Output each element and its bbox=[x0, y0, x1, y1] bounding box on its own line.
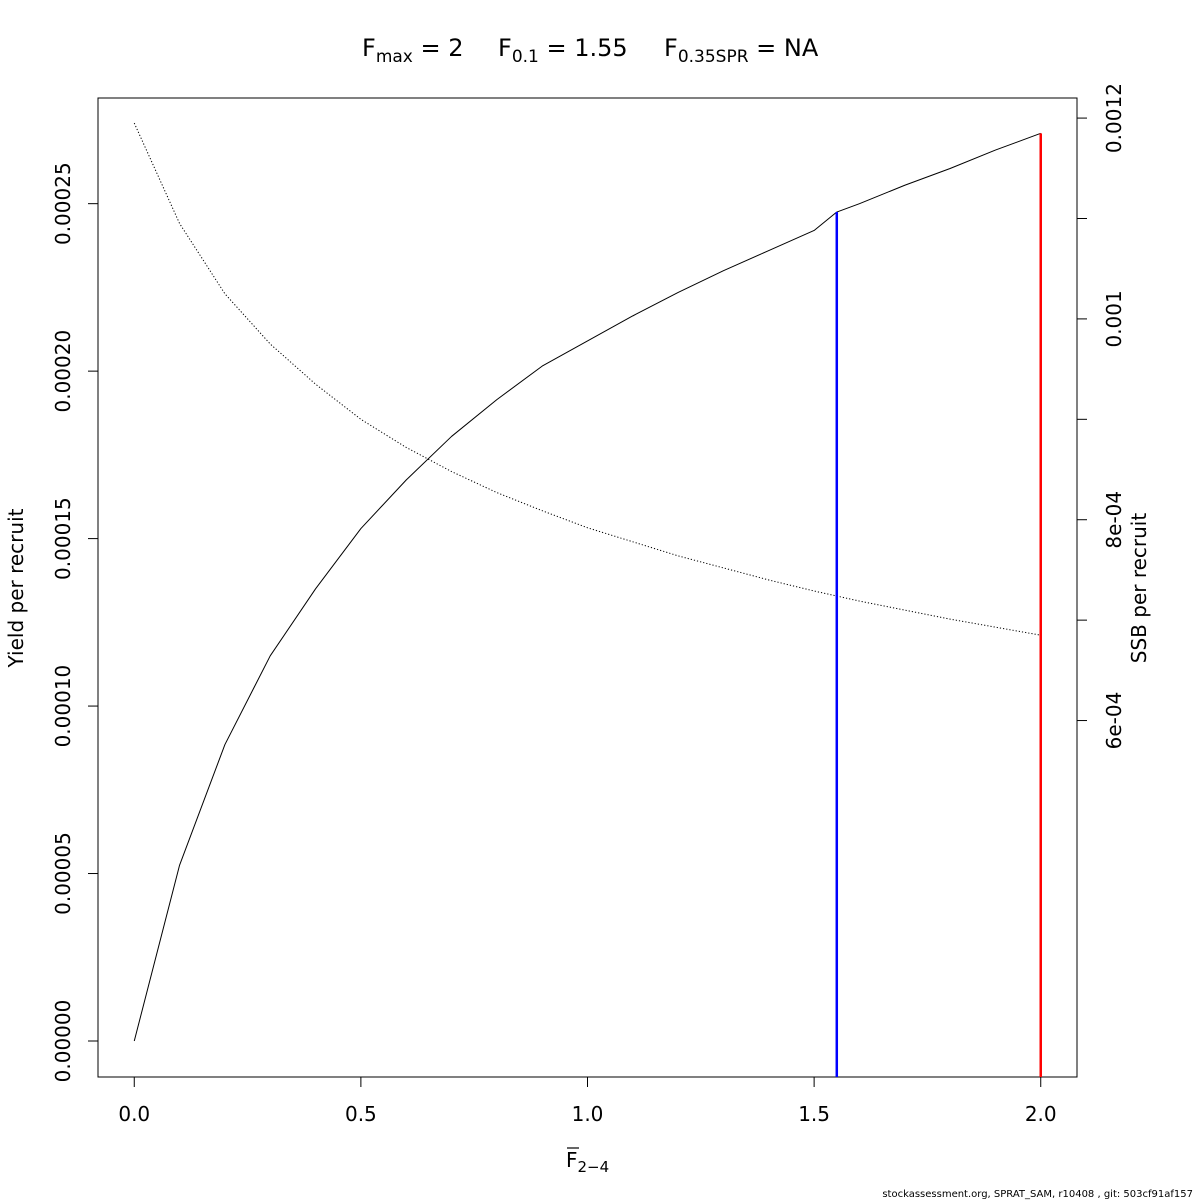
x-axis: 0.0 0.5 1.0 1.5 2.0 bbox=[118, 1077, 1057, 1126]
title-f035spr-sub: 0.35SPR bbox=[678, 47, 749, 67]
footer-credit: stockassessment.org, SPRAT_SAM, r10408 ,… bbox=[882, 1189, 1193, 1200]
x-axis-label-base: F bbox=[566, 1148, 578, 1172]
title-f035spr-base: F bbox=[664, 34, 678, 62]
x-tick-label: 1.0 bbox=[572, 1102, 604, 1126]
x-tick-label: 0.0 bbox=[118, 1102, 150, 1126]
y-right-tick-label: 6e-04 bbox=[1102, 692, 1126, 750]
y-right-tick-label: 0.0012 bbox=[1102, 83, 1126, 153]
x-axis-label-sub: 2−4 bbox=[578, 1158, 610, 1176]
y-right-tick-label: 8e-04 bbox=[1102, 491, 1126, 549]
y-left-tick-label: 0.00000 bbox=[51, 1000, 75, 1083]
y-right-tick-label: 0.001 bbox=[1102, 290, 1126, 347]
x-axis-label: F2−4 bbox=[566, 1148, 609, 1176]
y-left-axis: 0.00000 0.00005 0.00010 0.00015 0.00020 0.000… bbox=[51, 162, 98, 1082]
title-f01-base: F bbox=[498, 34, 512, 62]
title-f035spr: F0.35SPR = NA bbox=[664, 34, 819, 67]
title-fmax: Fmax = 2 bbox=[362, 34, 464, 67]
y-left-tick-label: 0.00025 bbox=[51, 162, 75, 245]
y-left-tick-label: 0.00010 bbox=[51, 665, 75, 748]
series-layer bbox=[133, 122, 1041, 1042]
title-f01-sub: 0.1 bbox=[512, 47, 539, 67]
y-left-tick-label: 0.00015 bbox=[51, 497, 75, 580]
y-right-axis: 6e-04 8e-04 0.001 0.0012 bbox=[1077, 83, 1126, 749]
title-f035spr-rest: = NA bbox=[749, 34, 819, 62]
yield-per-recruit-line bbox=[133, 132, 1041, 1042]
plot-frame bbox=[97, 97, 1078, 1078]
y-left-tick-label: 0.00020 bbox=[51, 330, 75, 413]
ssb-per-recruit-line bbox=[133, 122, 1041, 636]
reference-lines bbox=[835, 133, 1042, 1077]
y-left-tick-label: 0.00005 bbox=[51, 832, 75, 915]
title-fmax-sub: max bbox=[376, 47, 413, 67]
x-tick-label: 1.5 bbox=[798, 1102, 830, 1126]
title-fmax-base: F bbox=[362, 34, 376, 62]
x-tick-label: 2.0 bbox=[1025, 1102, 1057, 1126]
title-f01: F0.1 = 1.55 bbox=[498, 34, 628, 67]
y-right-axis-label: SSB per recruit bbox=[1127, 513, 1151, 664]
y-left-axis-label: Yield per recruit bbox=[4, 508, 28, 668]
title-f01-rest: = 1.55 bbox=[539, 34, 628, 62]
x-tick-label: 0.5 bbox=[345, 1102, 377, 1126]
title-fmax-rest: = 2 bbox=[413, 34, 464, 62]
